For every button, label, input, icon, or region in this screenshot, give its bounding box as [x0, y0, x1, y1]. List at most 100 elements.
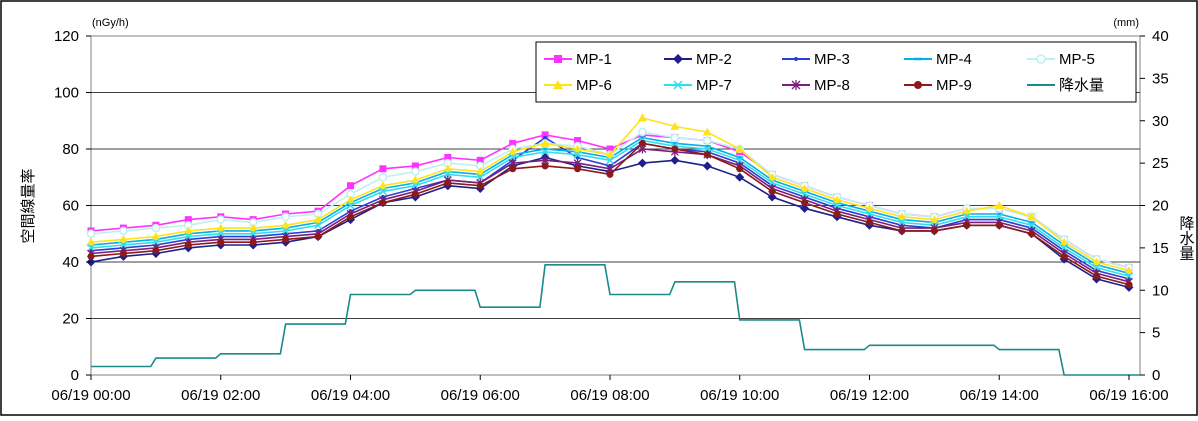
- data-point: [606, 145, 614, 153]
- data-point: [152, 247, 160, 255]
- data-point: [216, 229, 225, 238]
- data-point: [346, 213, 354, 221]
- data-point: [543, 135, 548, 140]
- data-point: [897, 218, 906, 227]
- y2-tick-label: 35: [1152, 70, 1169, 87]
- data-point: [248, 223, 258, 232]
- data-point: [768, 187, 776, 195]
- data-point: [671, 145, 679, 153]
- legend-label: MP-5: [1059, 51, 1095, 68]
- data-point: [703, 151, 711, 159]
- data-point: [184, 216, 192, 224]
- data-point: [444, 153, 452, 161]
- legend-label: MP-4: [936, 51, 972, 68]
- x-tick-label: 06/19 12:00: [830, 387, 909, 404]
- legend-label: MP-8: [814, 77, 850, 94]
- data-point: [735, 156, 744, 165]
- data-point: [1125, 281, 1133, 289]
- data-point: [443, 164, 453, 173]
- data-point: [670, 133, 680, 142]
- data-point: [411, 167, 420, 176]
- data-point: [1059, 237, 1069, 246]
- series-mp-7: [86, 136, 1134, 281]
- data-point: [379, 199, 387, 207]
- y2-tick-label: 25: [1152, 155, 1169, 172]
- data-point: [574, 165, 582, 173]
- data-point: [86, 237, 96, 246]
- data-point: [540, 138, 550, 147]
- legend-label: MP-7: [696, 77, 732, 94]
- data-point: [864, 203, 874, 212]
- data-point: [702, 127, 712, 136]
- y-axis-title: 空間線量率: [20, 168, 37, 243]
- data-point: [443, 170, 452, 179]
- data-point: [184, 232, 193, 241]
- data-point: [1028, 230, 1036, 238]
- x-tick-label: 06/19 14:00: [960, 387, 1039, 404]
- legend-marker: [673, 54, 683, 64]
- data-point: [314, 221, 323, 230]
- legend-box: [535, 41, 1137, 103]
- data-point: [605, 150, 615, 159]
- data-point: [573, 144, 583, 153]
- legend-marker: [794, 57, 798, 61]
- data-point: [637, 113, 647, 122]
- data-point: [217, 238, 225, 246]
- data-point: [573, 150, 582, 159]
- y2-tick-label: 0: [1152, 367, 1160, 384]
- x-tick-label: 06/19 00:00: [51, 387, 130, 404]
- data-point: [930, 227, 938, 235]
- data-point: [606, 170, 614, 178]
- data-point: [151, 232, 161, 241]
- data-point: [800, 203, 810, 213]
- data-point: [605, 156, 615, 165]
- y-tick-label: 60: [62, 198, 79, 215]
- data-point: [963, 221, 971, 229]
- legend-label: MP-3: [814, 51, 850, 68]
- x-tick-label: 06/19 08:00: [570, 387, 649, 404]
- series-mp-9: [87, 139, 1133, 289]
- data-point: [638, 127, 647, 137]
- data-point: [541, 162, 549, 170]
- legend-label: MP-2: [696, 51, 732, 68]
- legend-item: MP-5: [1027, 51, 1095, 68]
- data-point: [1060, 252, 1068, 260]
- data-point: [702, 161, 712, 171]
- data-point: [832, 195, 842, 204]
- legend-marker: [554, 55, 562, 63]
- legend: MP-1 MP-2 MP-3 MP-4 MP-5 MP-6 MP-7 MP-8 MP-9 降水量: [544, 51, 1104, 94]
- data-point: [346, 182, 354, 190]
- y2-tick-label: 10: [1152, 282, 1169, 299]
- data-point: [118, 234, 128, 243]
- axes-layer: 0 20 40 60 80 100 120 0 5 10 15 20 25 30 35 40 06/19 00:…: [51, 28, 1168, 404]
- data-point: [638, 139, 646, 147]
- data-point: [313, 215, 323, 224]
- x-tick-label: 06/19 06:00: [441, 387, 520, 404]
- data-point: [378, 187, 387, 196]
- legend-item: MP-2: [664, 51, 732, 68]
- data-point: [183, 226, 193, 235]
- data-point: [1027, 212, 1037, 221]
- data-point: [897, 212, 907, 221]
- legend-item: MP-8: [782, 77, 850, 94]
- legend-label: 降水量: [1059, 77, 1104, 94]
- data-point: [735, 144, 745, 153]
- data-point: [475, 167, 485, 176]
- data-point: [637, 158, 647, 168]
- x-tick-label: 06/19 16:00: [1089, 387, 1168, 404]
- data-point: [86, 243, 96, 252]
- data-point: [345, 195, 355, 204]
- data-point: [281, 220, 291, 229]
- y-tick-label: 120: [54, 28, 79, 45]
- legend-marker: [1036, 54, 1046, 64]
- data-point: [249, 238, 257, 246]
- data-point: [411, 190, 419, 198]
- y-tick-label: 40: [62, 254, 79, 271]
- data-point: [281, 212, 290, 222]
- data-point: [541, 147, 550, 156]
- legend-item: MP-4: [904, 51, 972, 68]
- data-point: [703, 144, 712, 154]
- series-layer: [86, 113, 1134, 292]
- data-point: [119, 250, 127, 258]
